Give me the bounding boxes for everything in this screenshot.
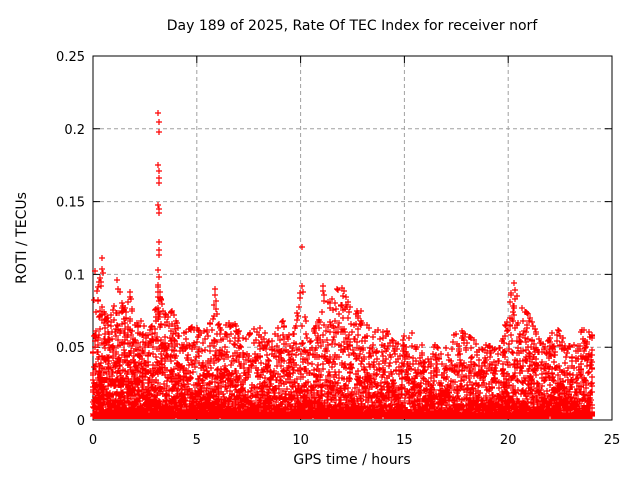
x-tick-label: 25 [604,433,621,448]
y-tick-label: 0.05 [56,341,85,356]
x-axis-label: GPS time / hours [293,452,410,468]
y-tick-label: 0 [77,414,85,429]
x-tick-label: 10 [292,433,309,448]
scatter-points [90,110,595,419]
y-tick-label: 0.15 [56,196,85,211]
y-tick-labels: 0 0.05 0.1 0.15 0.2 0.25 [56,50,85,429]
y-tick-label: 0.1 [64,268,85,283]
chart-title: Day 189 of 2025, Rate Of TEC Index for r… [167,18,539,34]
x-tick-label: 0 [89,433,97,448]
plot-border [92,55,613,421]
y-tick-label: 0.2 [64,123,85,138]
x-tick-label: 20 [500,433,517,448]
y-tick-label: 0.25 [56,50,85,65]
x-tick-labels: 0 5 10 15 20 25 [89,433,620,448]
scatter-points-path [90,110,595,419]
y-axis-label: ROTI / TECUs [14,192,30,284]
x-tick-label: 5 [193,433,201,448]
x-tick-label: 15 [396,433,413,448]
